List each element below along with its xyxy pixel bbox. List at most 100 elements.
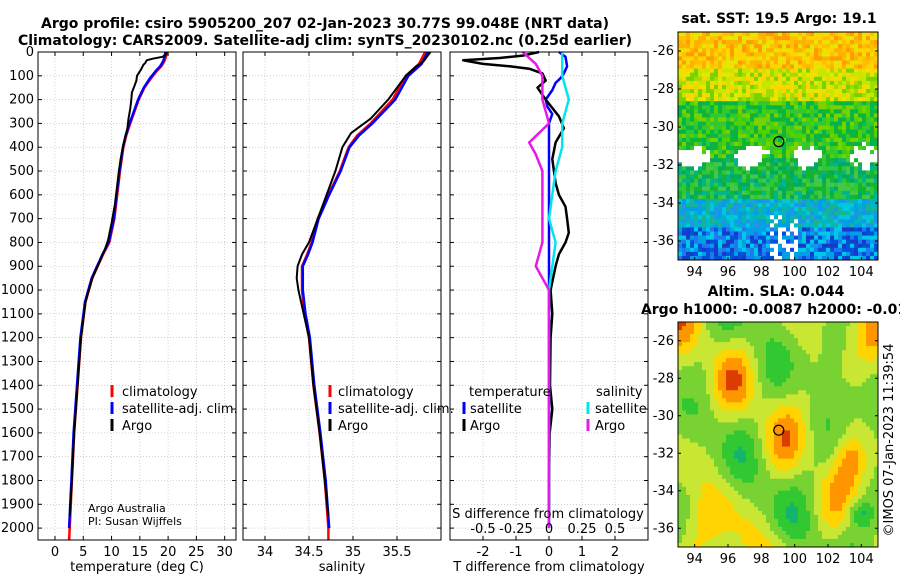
map-cell [766,76,771,82]
map-cell [794,32,799,37]
map-cell [758,458,763,464]
map-cell [774,354,779,359]
map-cell [854,113,859,118]
map-cell [818,255,823,261]
map-cell [750,190,755,196]
map-cell [842,44,847,49]
map-cell [710,231,715,236]
map-cell [738,358,743,363]
map-cell [710,362,715,367]
map-cell [686,330,691,335]
map-cell [682,231,687,236]
map-cell [702,162,707,167]
map-cell [766,231,771,236]
map-cell [850,330,855,335]
map-cell [822,162,827,167]
map-cell [730,170,735,175]
map-cell [730,207,735,212]
map-cell [730,211,735,216]
map-cell [846,239,851,245]
map-cell [814,174,819,179]
map-cell [874,125,879,131]
map-cell [862,326,867,331]
map-cell [802,366,807,371]
map-cell [734,72,739,78]
map-cell [730,89,735,94]
map-cell [798,326,803,331]
x-tick-label: 0 [51,545,59,560]
map-cell [782,450,787,455]
map-cell [770,40,775,45]
map-cell [746,223,751,228]
map-cell [702,414,707,419]
map-cell [754,105,759,110]
map-cell [858,322,863,327]
map-cell [742,350,747,355]
map-cell [790,418,795,423]
map-cell [818,330,823,335]
map-cell [818,48,823,53]
map-cell [750,170,755,175]
map-cell [742,338,747,343]
map-cell [814,80,819,86]
map-cell [850,32,855,37]
y-tick-label: 1900 [1,497,34,512]
map-cell [814,76,819,82]
map-cell [750,434,755,439]
map-cell [738,326,743,331]
map-cell [834,72,839,78]
map-cell [686,89,691,94]
map-cell [782,458,787,464]
map-cell [686,174,691,179]
map-cell [822,60,827,65]
map-cell [806,158,811,163]
map-cell [842,414,847,419]
map-cell [730,322,735,327]
map-cell [806,370,811,375]
map-cell [862,426,867,431]
map-cell [702,32,707,37]
map-cell [842,334,847,339]
map-cell [786,36,791,41]
map-cell [866,350,871,355]
map-cell [822,146,827,151]
map-cell [730,76,735,82]
map-cell [762,219,767,224]
map-cell [682,346,687,351]
map-cell [846,414,851,419]
map-cell [842,370,847,375]
map-cell [742,68,747,74]
map-cell [858,72,863,78]
map-cell [798,422,803,427]
map-cell [762,150,767,155]
map-cell [846,366,851,371]
map-cell [726,346,731,351]
map-cell [802,101,807,106]
map-cell [738,422,743,427]
map-cell [782,186,787,192]
map-cell [750,458,755,464]
map-cell [726,186,731,192]
map-cell [722,101,727,106]
map-cell [762,406,767,411]
map-cell [690,330,695,335]
map-cell [778,422,783,427]
map-cell [786,334,791,339]
map-cell [762,40,767,45]
map-cell [686,158,691,163]
map-cell [806,48,811,53]
map-cell [714,80,719,86]
map-cell [682,438,687,443]
map-cell [702,322,707,327]
map-cell [754,342,759,347]
map-cell [842,330,847,335]
map-cell [758,64,763,70]
map-cell [834,129,839,135]
map-cell [762,190,767,196]
map-cell [826,84,831,90]
map-cell [866,442,871,447]
map-cell [834,358,839,363]
map-cell [790,32,795,37]
map-cell [806,207,811,212]
map-cell [698,105,703,110]
